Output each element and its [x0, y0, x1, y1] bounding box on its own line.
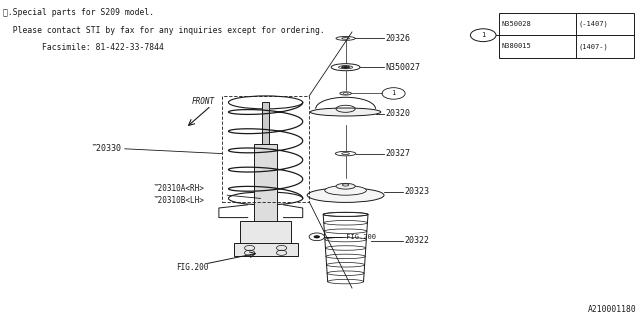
Text: A210001180: A210001180 — [588, 305, 637, 314]
Bar — [240, 221, 291, 246]
Bar — [262, 102, 269, 144]
Text: 20327: 20327 — [385, 149, 410, 158]
Text: ‷20310A<RH>: ‷20310A<RH> — [154, 184, 204, 193]
Text: Facsimile: 81-422-33-7844: Facsimile: 81-422-33-7844 — [3, 43, 164, 52]
Text: 1: 1 — [481, 32, 485, 38]
Text: Please contact STI by fax for any inquiries except for ordering.: Please contact STI by fax for any inquir… — [3, 26, 325, 35]
Ellipse shape — [307, 188, 384, 203]
Text: 20322: 20322 — [404, 236, 429, 245]
Text: —FIG.200: —FIG.200 — [342, 234, 376, 240]
Bar — [499, 13, 634, 58]
Ellipse shape — [325, 186, 367, 195]
Bar — [234, 243, 298, 256]
Text: FIG.200: FIG.200 — [176, 263, 208, 272]
Text: (1407-): (1407-) — [579, 43, 608, 50]
Bar — [254, 144, 277, 224]
Text: 20326: 20326 — [385, 34, 410, 43]
Text: FRONT: FRONT — [192, 97, 215, 106]
Circle shape — [314, 235, 320, 238]
Text: N350028: N350028 — [502, 21, 531, 27]
Text: N380015: N380015 — [502, 44, 531, 49]
Ellipse shape — [336, 183, 355, 189]
Text: 20320: 20320 — [385, 109, 410, 118]
Text: 20323: 20323 — [404, 188, 429, 196]
Text: (-1407): (-1407) — [579, 21, 608, 27]
Text: 1: 1 — [392, 91, 396, 96]
Text: ※.Special parts for S209 model.: ※.Special parts for S209 model. — [3, 8, 154, 17]
Text: ‷20330: ‷20330 — [92, 144, 122, 153]
Text: N350027: N350027 — [385, 63, 420, 72]
Text: ‷20310B<LH>: ‷20310B<LH> — [154, 196, 204, 204]
Ellipse shape — [310, 108, 381, 116]
